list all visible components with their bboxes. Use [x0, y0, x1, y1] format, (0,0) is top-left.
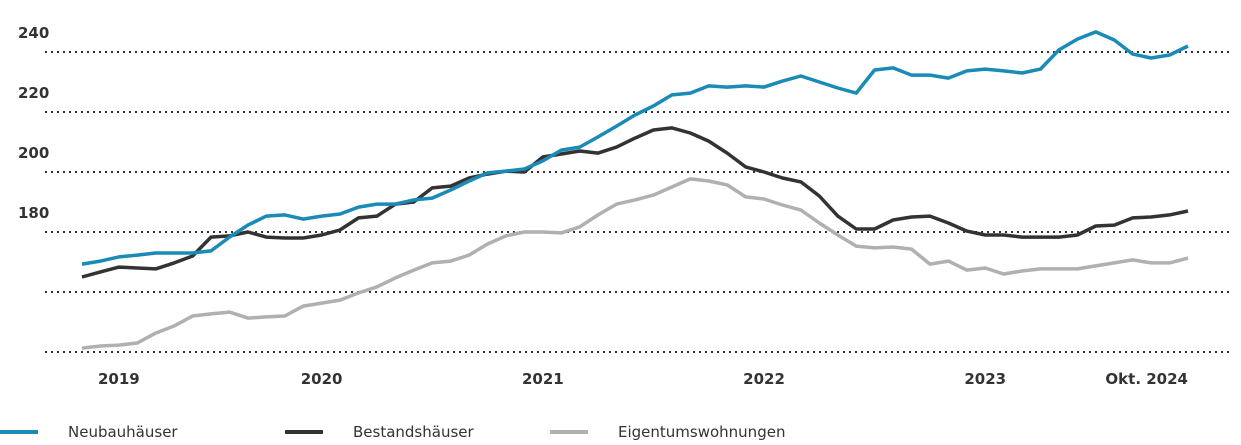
series-line: [81, 30, 1189, 266]
y-tick-label: 180: [18, 204, 49, 222]
y-tick-label: 240: [18, 24, 49, 42]
series-line: [81, 177, 1189, 350]
x-tick-label: 2020: [301, 370, 343, 388]
y-tick-label: 220: [18, 84, 49, 102]
x-tick-label: 2021: [522, 370, 564, 388]
series-line: [81, 126, 1189, 279]
legend-label: Eigentumswohnungen: [618, 423, 785, 441]
legend-label: Neubauhäuser: [68, 423, 178, 441]
x-tick-label: 2023: [964, 370, 1006, 388]
x-tick-label: Okt. 2024: [1105, 370, 1188, 388]
legend-label: Bestandshäuser: [353, 423, 474, 441]
x-tick-label: 2022: [743, 370, 785, 388]
x-tick-label: 2019: [98, 370, 140, 388]
y-tick-label: 200: [18, 144, 49, 162]
